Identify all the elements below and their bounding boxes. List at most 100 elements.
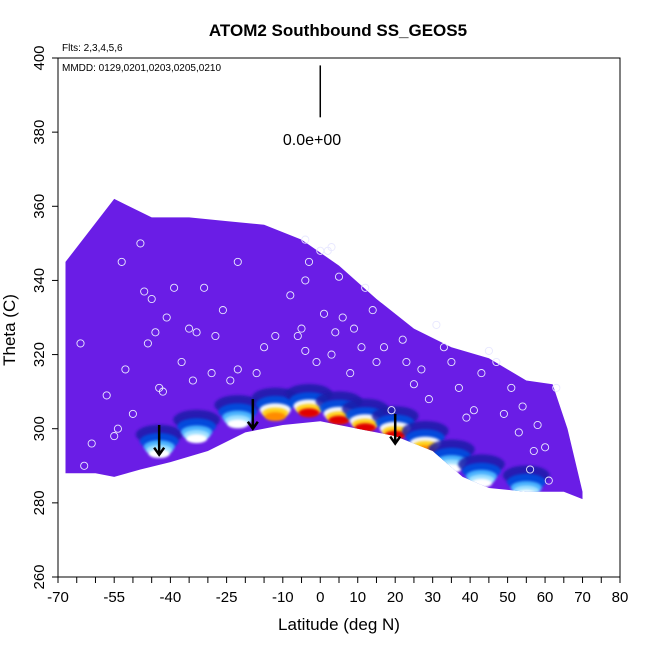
flight-point: [113, 424, 122, 433]
band-cell: [264, 412, 286, 421]
flight-point: [379, 343, 389, 352]
flight-point: [304, 257, 314, 266]
x-tick-label: 0: [316, 589, 324, 606]
flight-point: [424, 395, 433, 404]
flight-point: [492, 357, 501, 367]
flight-point: [484, 346, 493, 355]
flight-point: [162, 313, 171, 322]
flight-point: [499, 409, 508, 418]
x-tick-label: 80: [612, 589, 629, 606]
flight-point: [514, 428, 523, 437]
marker-arrows: [153, 399, 402, 457]
flight-point: [121, 365, 130, 374]
flight-point: [346, 369, 355, 378]
flight-point: [177, 357, 186, 367]
x-tick-label: -25: [216, 589, 238, 606]
y-tick-label: 360: [31, 194, 48, 219]
flight-point: [185, 324, 194, 333]
flight-point: [76, 339, 85, 348]
flight-point: [271, 331, 280, 341]
flight-point: [469, 406, 478, 415]
flight-point: [140, 287, 149, 296]
dates-annotation: MMDD: 0129,0201,0203,0205,0210: [62, 63, 221, 74]
flight-point: [372, 357, 381, 367]
flight-point: [349, 324, 359, 333]
flight-point: [398, 335, 407, 344]
flight-point: [226, 376, 235, 385]
x-tick-label: 30: [424, 589, 441, 606]
flight-point: [170, 283, 179, 292]
flight-point: [361, 283, 370, 292]
flight-point: [218, 306, 227, 315]
x-tick-label: 70: [574, 589, 591, 606]
band-cell: [186, 434, 208, 444]
flight-point: [327, 350, 336, 359]
x-tick-label: -40: [160, 589, 182, 606]
x-tick-label: 50: [499, 589, 516, 606]
flight-point: [529, 446, 538, 456]
y-tick-label: 340: [31, 268, 48, 293]
y-axis-label: Theta (C): [0, 294, 19, 366]
flight-point: [233, 365, 242, 374]
flight-point: [541, 443, 550, 452]
flight-point: [128, 409, 137, 418]
flight-point: [211, 331, 220, 341]
flight-point: [327, 243, 336, 252]
flight-point: [518, 402, 527, 411]
arrow-marker: [246, 399, 259, 431]
flight-point: [188, 376, 197, 385]
flight-point: [387, 406, 396, 415]
y-tick-label: 280: [31, 490, 48, 515]
x-tick-label: 60: [537, 589, 554, 606]
y-tick-label: 380: [31, 120, 48, 145]
scale-label: 0.0e+00: [283, 132, 341, 149]
flight-point: [432, 320, 441, 329]
flight-point: [447, 357, 456, 367]
arrow-marker: [153, 425, 166, 457]
flight-point: [260, 343, 269, 352]
band-cell: [298, 408, 320, 418]
flight-point: [402, 357, 411, 367]
y-axis: 260 280 300 320 340 360 380 400: [31, 45, 58, 590]
flight-point: [368, 306, 377, 315]
flight-point: [301, 276, 310, 285]
flight-point: [192, 328, 201, 337]
arrow-head: [246, 420, 259, 431]
flight-point: [331, 328, 340, 337]
flight-point: [158, 387, 167, 396]
chart-title: ATOM2 Southbound SS_GEOS5: [209, 21, 467, 40]
flight-point: [136, 239, 145, 248]
flight-point: [293, 331, 302, 341]
y-tick-label: 300: [31, 416, 48, 441]
flight-point: [80, 461, 89, 470]
band-cell: [328, 415, 350, 425]
flight-point: [533, 420, 542, 430]
flight-point: [552, 383, 561, 392]
y-tick-label: 400: [31, 45, 48, 70]
flight-point: [102, 391, 111, 400]
x-tick-label: -70: [47, 589, 69, 606]
flight-point: [417, 365, 426, 374]
flight-point: [297, 324, 306, 333]
flight-point: [454, 383, 463, 392]
flight-point: [143, 339, 152, 348]
flight-point: [233, 257, 242, 266]
flight-point: [316, 246, 325, 255]
arrow-head: [153, 446, 166, 457]
x-tick-label: -10: [272, 589, 294, 606]
arrow-head: [389, 435, 402, 446]
flight-point: [286, 291, 295, 300]
flight-point: [207, 369, 216, 378]
flight-point: [147, 294, 156, 304]
x-axis: -70 -55 -40 -25 -10 0 10 20 30 40 50 60 70 80: [47, 577, 628, 606]
flight-point: [544, 476, 553, 485]
flight-point: [338, 313, 347, 322]
x-tick-label: 20: [387, 589, 404, 606]
flight-point: [526, 465, 535, 474]
x-tick-label: 40: [462, 589, 479, 606]
flight-point: [439, 343, 448, 352]
flight-point: [301, 235, 310, 244]
flight-point: [117, 257, 126, 266]
flight-point: [312, 357, 321, 367]
